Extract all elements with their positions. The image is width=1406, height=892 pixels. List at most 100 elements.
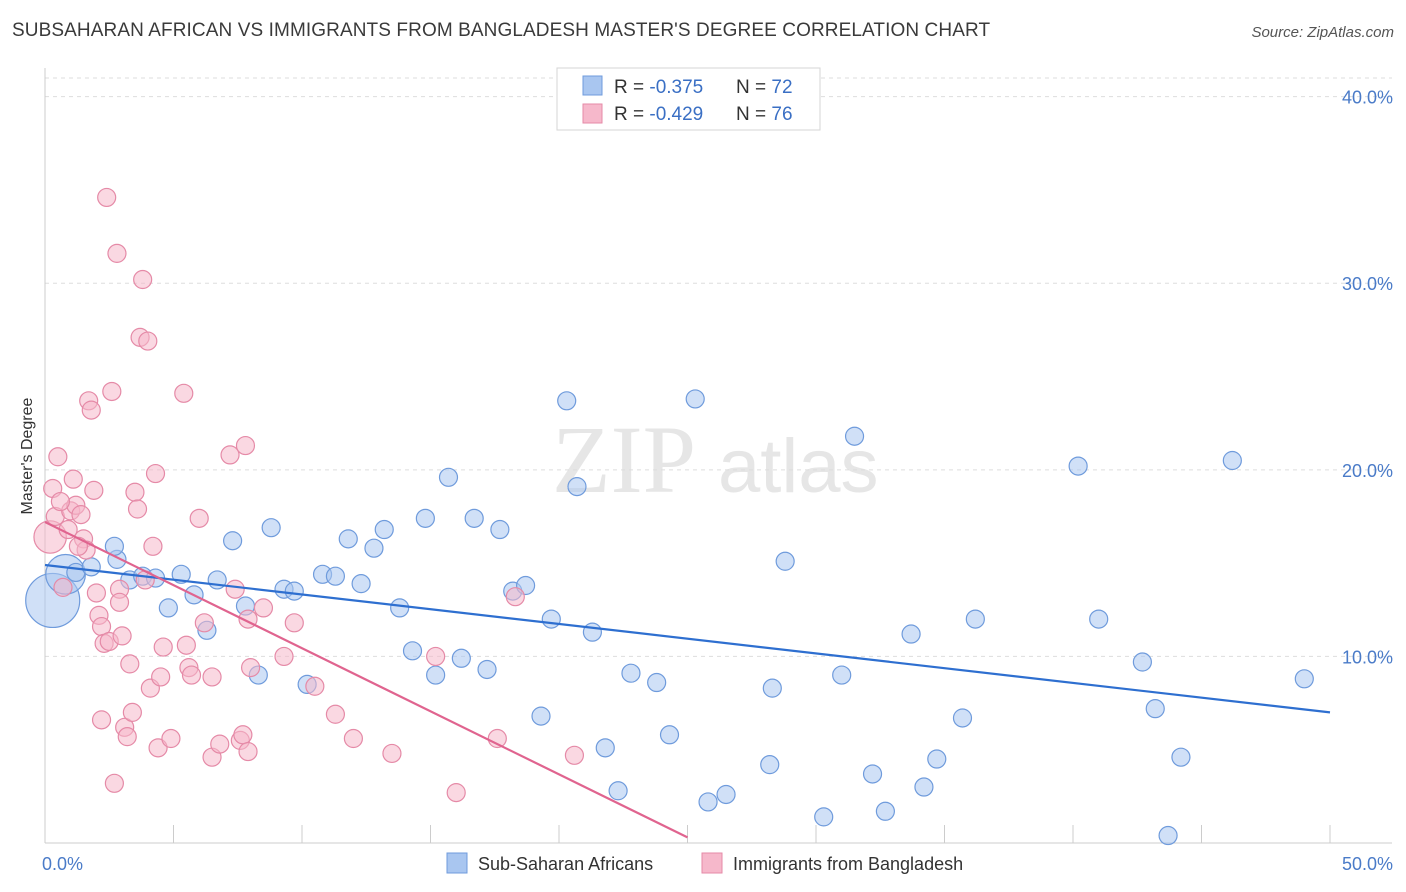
data-point — [914, 777, 934, 797]
data-point — [595, 738, 615, 758]
data-point — [402, 641, 423, 661]
legend-row-1-n: N = 72 — [736, 77, 793, 98]
data-point — [1068, 456, 1088, 476]
data-point — [582, 622, 603, 642]
data-point — [952, 708, 973, 728]
data-point — [284, 581, 304, 601]
data-point — [153, 637, 173, 657]
data-point — [647, 672, 667, 693]
data-point — [1145, 699, 1165, 719]
data-point — [505, 587, 525, 607]
y-tick-label: 40.0% — [1342, 88, 1393, 108]
data-point — [1158, 825, 1178, 846]
data-point — [189, 508, 209, 528]
trend-lines — [44, 521, 1331, 839]
y-tick-label: 30.0% — [1342, 274, 1393, 294]
data-point — [235, 435, 256, 456]
data-point — [567, 477, 587, 497]
data-point — [557, 391, 577, 411]
y-tick-labels: 10.0% 20.0% 30.0% 40.0% — [1342, 88, 1393, 668]
data-point — [382, 743, 402, 764]
x-tick-label: 0.0% — [42, 854, 83, 874]
bottom-legend: Sub-Saharan Africans Immigrants from Ban… — [446, 852, 963, 874]
trend-line — [44, 563, 1331, 714]
data-point — [564, 745, 585, 765]
data-point — [775, 551, 795, 571]
legend-row-2-n: N = 76 — [736, 104, 793, 125]
data-point — [965, 609, 985, 629]
data-point — [760, 755, 780, 775]
bottom-legend-label-blue: Sub-Saharan Africans — [478, 854, 653, 874]
data-point — [53, 577, 73, 597]
data-point — [374, 519, 394, 540]
data-point — [138, 331, 158, 351]
data-point — [210, 734, 230, 754]
data-point — [194, 613, 214, 633]
data-point — [112, 626, 132, 646]
data-point — [161, 728, 181, 749]
data-point — [133, 269, 153, 290]
chart-title: SUBSAHARAN AFRICAN VS IMMIGRANTS FROM BA… — [12, 20, 991, 41]
data-point — [1132, 652, 1152, 672]
bottom-legend-label-pink: Immigrants from Bangladesh — [733, 854, 963, 874]
data-point — [608, 781, 628, 801]
data-point — [305, 676, 325, 696]
data-point — [125, 482, 145, 502]
data-point — [102, 381, 122, 402]
data-point — [117, 727, 137, 747]
data-point — [48, 447, 68, 467]
data-point — [91, 710, 112, 730]
data-point — [50, 491, 71, 512]
watermark: ZIP atlas — [552, 406, 879, 513]
data-point — [176, 635, 196, 655]
data-point — [81, 557, 101, 577]
data-point — [698, 792, 718, 812]
data-point — [261, 518, 281, 538]
data-point — [659, 725, 680, 745]
data-point — [122, 702, 142, 722]
trend-line — [44, 521, 688, 839]
y-gridlines — [45, 77, 1392, 657]
x-tick-label: 50.0% — [1342, 854, 1393, 874]
data-point — [181, 665, 202, 685]
data-point — [541, 609, 561, 629]
y-axis-label: Master's Degree — [19, 397, 36, 514]
data-point — [1089, 609, 1109, 629]
data-point — [120, 654, 140, 674]
data-point — [862, 764, 883, 784]
data-point — [63, 469, 83, 489]
legend-box: R = -0.375 N = 72 R = -0.429 N = 76 — [556, 67, 821, 131]
series-immigrants-from-bangladesh — [33, 187, 585, 803]
data-point — [225, 579, 245, 599]
data-point — [451, 648, 471, 668]
data-point — [716, 784, 736, 805]
data-point — [158, 598, 178, 618]
data-point — [325, 566, 346, 586]
data-point — [109, 592, 130, 612]
series-sub-saharan-africans — [25, 389, 1314, 846]
data-point — [875, 801, 895, 821]
source-label: Source: ZipAtlas.com — [1251, 24, 1394, 41]
data-point — [171, 564, 191, 584]
data-point — [832, 665, 852, 685]
data-point — [621, 663, 641, 683]
data-point — [477, 659, 497, 680]
data-point — [927, 749, 947, 769]
data-point — [685, 389, 705, 409]
legend-swatch-pink — [582, 103, 603, 124]
data-point — [71, 505, 91, 525]
data-point — [104, 773, 124, 793]
bottom-legend-swatch-pink — [701, 852, 723, 874]
data-point — [390, 598, 410, 618]
data-point — [338, 529, 358, 549]
data-point — [364, 538, 384, 558]
data-point — [274, 646, 294, 667]
data-point — [86, 583, 107, 603]
data-point — [438, 467, 459, 487]
x-tick-labels: 0.0% 50.0% — [42, 854, 1393, 874]
data-point — [220, 445, 240, 465]
data-point — [844, 426, 865, 446]
data-point — [143, 536, 163, 556]
data-point — [1294, 669, 1314, 689]
